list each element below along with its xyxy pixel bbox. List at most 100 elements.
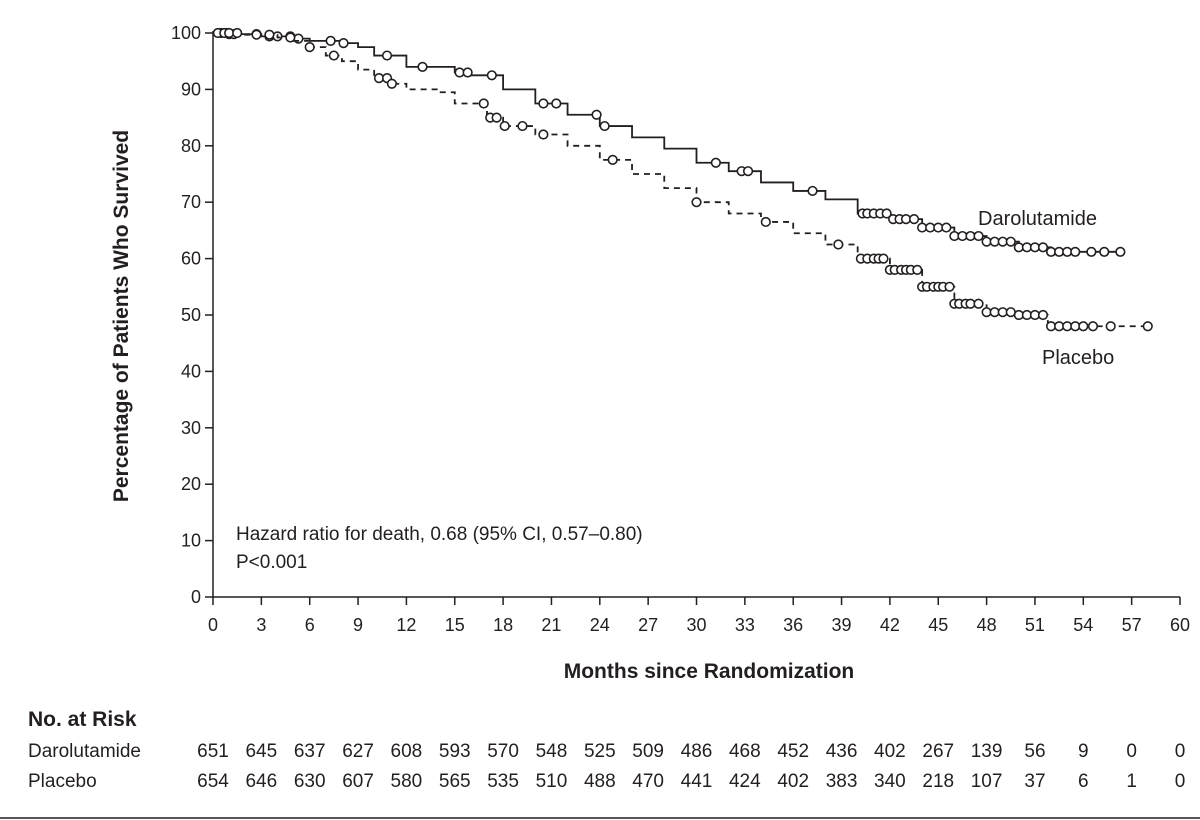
- censor-mark-placebo: [264, 29, 275, 40]
- risk-value-placebo: 383: [826, 771, 858, 792]
- censor-mark-placebo: [386, 78, 397, 89]
- censor-mark-darolutamide: [807, 185, 818, 197]
- censor-mark-placebo: [499, 120, 510, 132]
- risk-value-placebo: 340: [874, 771, 906, 792]
- risk-value-darolutamide: 593: [439, 741, 471, 762]
- x-tick-label: 15: [445, 615, 465, 635]
- x-tick-label: 60: [1170, 615, 1190, 635]
- censor-mark-darolutamide: [1086, 246, 1097, 257]
- risk-value-darolutamide: 139: [971, 741, 1003, 762]
- censor-mark-darolutamide: [338, 38, 349, 49]
- censor-mark-darolutamide: [941, 222, 952, 233]
- risk-value-placebo: 565: [439, 771, 471, 792]
- y-tick-label: 20: [181, 474, 201, 494]
- x-tick-label: 33: [735, 615, 755, 635]
- risk-table-title: No. at Risk: [28, 708, 137, 731]
- censor-mark-darolutamide: [551, 98, 562, 109]
- y-tick-label: 50: [181, 305, 201, 325]
- censor-mark-darolutamide: [973, 230, 984, 242]
- censor-mark-darolutamide: [710, 157, 721, 168]
- censor-mark-darolutamide: [881, 208, 892, 219]
- risk-value-placebo: 580: [391, 771, 423, 792]
- x-tick-label: 24: [590, 615, 610, 635]
- x-tick-label: 18: [493, 615, 513, 635]
- censor-mark-placebo: [538, 129, 549, 140]
- censor-mark-placebo: [1087, 321, 1099, 332]
- censor-mark-placebo: [304, 41, 315, 53]
- risk-value-darolutamide: 452: [777, 741, 809, 762]
- risk-value-placebo: 646: [245, 771, 277, 792]
- x-tick-label: 42: [880, 615, 900, 635]
- risk-value-darolutamide: 9: [1078, 741, 1089, 762]
- censor-mark-darolutamide: [381, 50, 393, 61]
- risk-value-placebo: 607: [342, 771, 374, 792]
- risk-value-darolutamide: 468: [729, 741, 761, 762]
- risk-value-darolutamide: 486: [681, 741, 713, 762]
- censor-mark-darolutamide: [1115, 246, 1126, 257]
- risk-value-placebo: 630: [294, 771, 326, 792]
- censor-mark-placebo: [878, 253, 889, 264]
- censor-mark-darolutamide: [742, 166, 754, 177]
- censor-mark-placebo: [1037, 309, 1049, 321]
- censor-mark-placebo: [478, 98, 489, 109]
- censor-mark-placebo: [691, 197, 702, 208]
- risk-value-darolutamide: 267: [922, 741, 954, 762]
- risk-value-darolutamide: 627: [342, 741, 374, 762]
- x-tick-label: 45: [928, 615, 948, 635]
- y-tick-label: 0: [191, 587, 201, 607]
- y-tick-label: 40: [181, 361, 201, 381]
- risk-value-darolutamide: 651: [197, 741, 229, 762]
- risk-value-darolutamide: 645: [245, 741, 277, 762]
- risk-value-darolutamide: 509: [632, 741, 664, 762]
- risk-value-darolutamide: 637: [294, 741, 326, 762]
- y-tick-label: 10: [181, 531, 201, 551]
- censor-mark-placebo: [833, 239, 844, 250]
- censor-mark-placebo: [607, 154, 618, 165]
- censor-mark-darolutamide: [538, 98, 549, 109]
- x-tick-label: 36: [783, 615, 803, 635]
- risk-value-placebo: 107: [971, 771, 1003, 792]
- risk-value-darolutamide: 525: [584, 741, 616, 762]
- risk-value-placebo: 470: [632, 771, 664, 792]
- censor-mark-darolutamide: [1099, 246, 1110, 257]
- censor-mark-darolutamide: [325, 35, 336, 46]
- censor-mark-darolutamide: [417, 61, 428, 72]
- risk-value-darolutamide: 570: [487, 741, 519, 762]
- risk-value-darolutamide: 56: [1024, 741, 1045, 762]
- x-tick-label: 0: [208, 615, 218, 635]
- censor-mark-darolutamide: [462, 67, 473, 78]
- y-tick-label: 60: [181, 249, 201, 269]
- risk-value-placebo: 654: [197, 771, 229, 792]
- x-tick-label: 30: [686, 615, 706, 635]
- risk-row-label-placebo: Placebo: [28, 771, 97, 792]
- censor-mark-placebo: [1142, 321, 1153, 332]
- risk-value-placebo: 402: [777, 771, 809, 792]
- x-tick-label: 9: [353, 615, 363, 635]
- series-label-darolutamide: Darolutamide: [978, 208, 1097, 230]
- censor-mark-placebo: [973, 298, 984, 309]
- x-tick-label: 3: [256, 615, 266, 635]
- risk-value-placebo: 0: [1175, 771, 1186, 792]
- y-tick-label: 80: [181, 136, 201, 156]
- risk-value-darolutamide: 608: [391, 741, 423, 762]
- censor-mark-placebo: [517, 120, 528, 132]
- censor-mark-placebo: [1105, 321, 1116, 332]
- x-tick-label: 21: [541, 615, 561, 635]
- risk-value-placebo: 510: [536, 771, 568, 792]
- censor-mark-darolutamide: [1037, 242, 1049, 253]
- x-axis-title: Months since Randomization: [564, 660, 855, 683]
- x-tick-label: 48: [977, 615, 997, 635]
- risk-value-placebo: 37: [1024, 771, 1045, 792]
- risk-value-placebo: 424: [729, 771, 761, 792]
- x-tick-label: 54: [1073, 615, 1093, 635]
- censor-mark-placebo: [944, 281, 955, 292]
- y-tick-label: 100: [171, 23, 201, 43]
- annotation-block: Hazard ratio for death, 0.68 (95% CI, 0.…: [236, 524, 643, 573]
- censor-mark-darolutamide: [908, 214, 920, 225]
- censor-mark-placebo: [285, 32, 296, 43]
- p-value-annotation: P<0.001: [236, 552, 307, 573]
- censor-mark-placebo: [491, 112, 502, 123]
- risk-value-placebo: 441: [681, 771, 713, 792]
- y-tick-label: 90: [181, 79, 201, 99]
- series-label-placebo: Placebo: [1042, 347, 1114, 369]
